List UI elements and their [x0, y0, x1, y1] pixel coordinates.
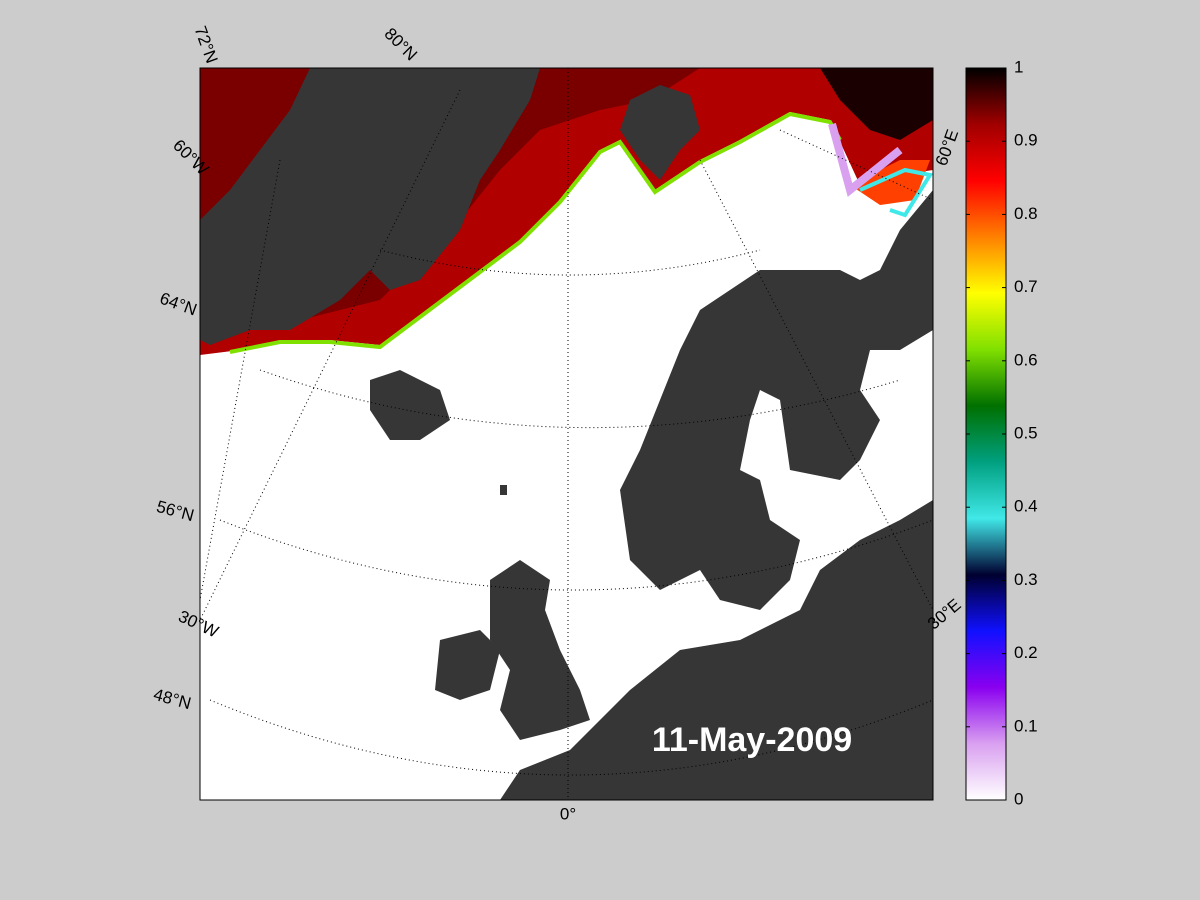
colorbar-tick-label: 1	[1014, 57, 1023, 76]
graticule-label: 0°	[560, 804, 576, 823]
land	[200, 68, 933, 800]
colorbar-tick-label: 0.5	[1014, 423, 1038, 442]
colorbar-tick-label: 0.4	[1014, 497, 1038, 516]
ice-edge	[859, 167, 933, 218]
ice-edge-low	[828, 122, 903, 197]
colorbar-tick-label: 0.2	[1014, 643, 1038, 662]
ice-edge	[229, 111, 842, 354]
colorbar-tick-label: 0.8	[1014, 204, 1038, 223]
colorbar-tick-label: 0	[1014, 789, 1023, 808]
graticule	[200, 68, 933, 800]
colorbar-tick-label: 0.1	[1014, 716, 1038, 735]
colorbar-tick-label: 0.7	[1014, 277, 1038, 296]
date-label: 11-May-2009	[652, 721, 852, 759]
colorbar	[965, 67, 1007, 801]
colorbar-tick-label: 0.6	[1014, 350, 1038, 369]
colorbar-tick-label: 0.9	[1014, 131, 1038, 150]
colorbar-tick-label: 0.3	[1014, 570, 1038, 589]
map: 11-May-2009	[200, 68, 933, 800]
map-frame	[199, 67, 934, 801]
